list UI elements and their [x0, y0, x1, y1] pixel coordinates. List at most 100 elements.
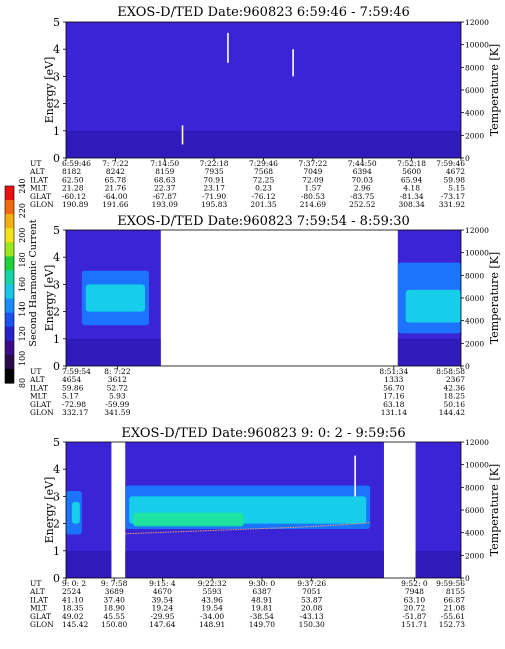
low-energy-shading: [397, 338, 461, 366]
ephemeris-cell: 8242: [106, 167, 125, 176]
ephemeris-cell: 8: 7:22: [104, 367, 131, 376]
colorbar-swatch: [5, 228, 14, 243]
ion-band: [405, 289, 461, 323]
ephemeris-cell: 6:59:46: [62, 159, 91, 168]
y2-tick-label: 4000: [465, 109, 484, 118]
ephemeris-cell: 8:58:58: [436, 367, 465, 376]
ephemeris-cell: 8159: [155, 167, 174, 176]
y-tick-label: 3: [53, 70, 60, 83]
ephemeris-cell: 151.71: [401, 620, 427, 629]
ephemeris-cell: 149.70: [249, 620, 275, 629]
ephemeris-cell: 9:15: 4: [149, 579, 176, 588]
ephemeris-cell: 4670: [153, 587, 172, 596]
ephemeris-row-label: MLT: [30, 392, 47, 401]
ephemeris-cell: 331.92: [439, 200, 465, 209]
ephemeris-cell: 7948: [405, 587, 424, 596]
ephemeris-row-label: GLON: [30, 620, 54, 629]
ephemeris-cell: -76.12: [251, 192, 275, 201]
y2-tick-label: 6000: [465, 294, 484, 303]
ephemeris-cell: 72.25: [253, 175, 275, 184]
spectrogram-panel-1: EXOS-D/TED Date:960823 6:59:46 - 7:59:46…: [29, 5, 501, 209]
ephemeris-cell: 7049: [303, 167, 322, 176]
ephemeris-cell: 20.72: [404, 604, 426, 613]
ephemeris-cell: 22.37: [154, 184, 176, 193]
ephemeris-cell: -38.54: [250, 612, 274, 621]
y-tick-label: 5: [53, 224, 60, 237]
ephemeris-row-label: GLAT: [30, 612, 51, 621]
ephemeris-cell: -51.87: [402, 612, 426, 621]
ephemeris-cell: 19.24: [152, 604, 174, 613]
ephemeris-row-label: UT: [30, 159, 41, 168]
y2-tick-label: 6000: [465, 506, 484, 515]
y-tick-label: 3: [53, 278, 60, 291]
ephemeris-cell: 41.10: [62, 595, 84, 604]
y2-axis-label: Temperature [K]: [488, 252, 501, 344]
ephemeris-cell: -67.87: [153, 192, 177, 201]
colorbar-frame: [4, 185, 15, 384]
y-tick-label: 0: [53, 152, 60, 165]
y2-tick-label: 10000: [465, 249, 489, 258]
ephemeris-cell: 63.18: [383, 400, 405, 409]
ephemeris-cell: 332.17: [62, 408, 88, 417]
y2-tick-label: 10000: [465, 41, 489, 50]
ephemeris-cell: 43.96: [201, 595, 223, 604]
colorbar-swatch: [5, 298, 14, 314]
colorbar-swatch: [5, 354, 14, 370]
colorbar-tick-label: 160: [18, 277, 27, 292]
y2-axis-label: Temperature [K]: [488, 464, 501, 556]
ephemeris-cell: 0.23: [255, 184, 272, 193]
y-tick-label: 0: [53, 572, 60, 585]
ephemeris-cell: -81.34: [400, 192, 424, 201]
colorbar-tick-label: 140: [18, 301, 27, 316]
y-tick-label: 2: [53, 518, 60, 531]
colorbar-swatch: [5, 242, 14, 257]
ephemeris-cell: 7:52:18: [397, 159, 426, 168]
ion-band: [133, 512, 244, 527]
colorbar: 240 220 200 180 160 140 120 100 80 Second Harmoni…: [4, 178, 39, 388]
ephemeris-cell: 5593: [203, 587, 222, 596]
y2-tick-label: 8000: [465, 271, 484, 280]
ephemeris-cell: 4.18: [403, 184, 420, 193]
ephemeris-cell: -55.61: [441, 612, 465, 621]
ephemeris-row-label: GLAT: [30, 192, 51, 201]
ephemeris-cell: 6387: [252, 587, 271, 596]
ion-band: [85, 284, 145, 312]
colorbar-tick-label: 120: [18, 326, 27, 341]
ephemeris-cell: 201.35: [250, 200, 276, 209]
y2-tick-label: 12000: [465, 438, 489, 447]
y-tick-label: 5: [53, 16, 60, 29]
y-tick-label: 2: [53, 98, 60, 111]
colorbar-tick-label: 180: [18, 252, 27, 267]
ephemeris-row-label: GLON: [30, 200, 54, 209]
ephemeris-cell: 21.76: [105, 184, 127, 193]
y2-tick-label: 2000: [465, 551, 484, 560]
ephemeris-cell: 214.69: [300, 200, 326, 209]
y2-tick-label: 0: [465, 154, 470, 163]
low-energy-shading: [66, 130, 461, 158]
colorbar-swatch: [5, 186, 14, 201]
colorbar-tick-label: 100: [18, 351, 27, 366]
y2-tick-label: 6000: [465, 86, 484, 95]
panel-title: EXOS-D/TED Date:960823 9: 0: 2 - 9:59:56: [121, 426, 405, 441]
ephemeris-cell: 39.54: [152, 595, 174, 604]
ephemeris-cell: 193.09: [152, 200, 178, 209]
y2-tick-label: 0: [465, 574, 470, 583]
ephemeris-row-label: MLT: [30, 184, 47, 193]
y-tick-label: 3: [53, 490, 60, 503]
y2-tick-label: 8000: [465, 63, 484, 72]
colorbar-swatch: [5, 340, 14, 356]
ephemeris-cell: -29.95: [150, 612, 174, 621]
colorbar-swatch: [5, 284, 14, 300]
ephemeris-row-label: UT: [30, 579, 41, 588]
ephemeris-cell: 5.15: [448, 184, 465, 193]
ephemeris-cell: 70.03: [352, 175, 374, 184]
y2-axis-label: Temperature [K]: [488, 44, 501, 136]
ephemeris-cell: -83.75: [350, 192, 374, 201]
ephemeris-cell: -60.12: [62, 192, 86, 201]
ephemeris-cell: 9:52: 0: [401, 579, 428, 588]
y2-tick-label: 2000: [465, 131, 484, 140]
ephemeris-cell: 18.90: [103, 604, 125, 613]
ephemeris-cell: 8:51:34: [379, 367, 408, 376]
panel-title: EXOS-D/TED Date:960823 7:59:54 - 8:59:30: [117, 214, 410, 229]
